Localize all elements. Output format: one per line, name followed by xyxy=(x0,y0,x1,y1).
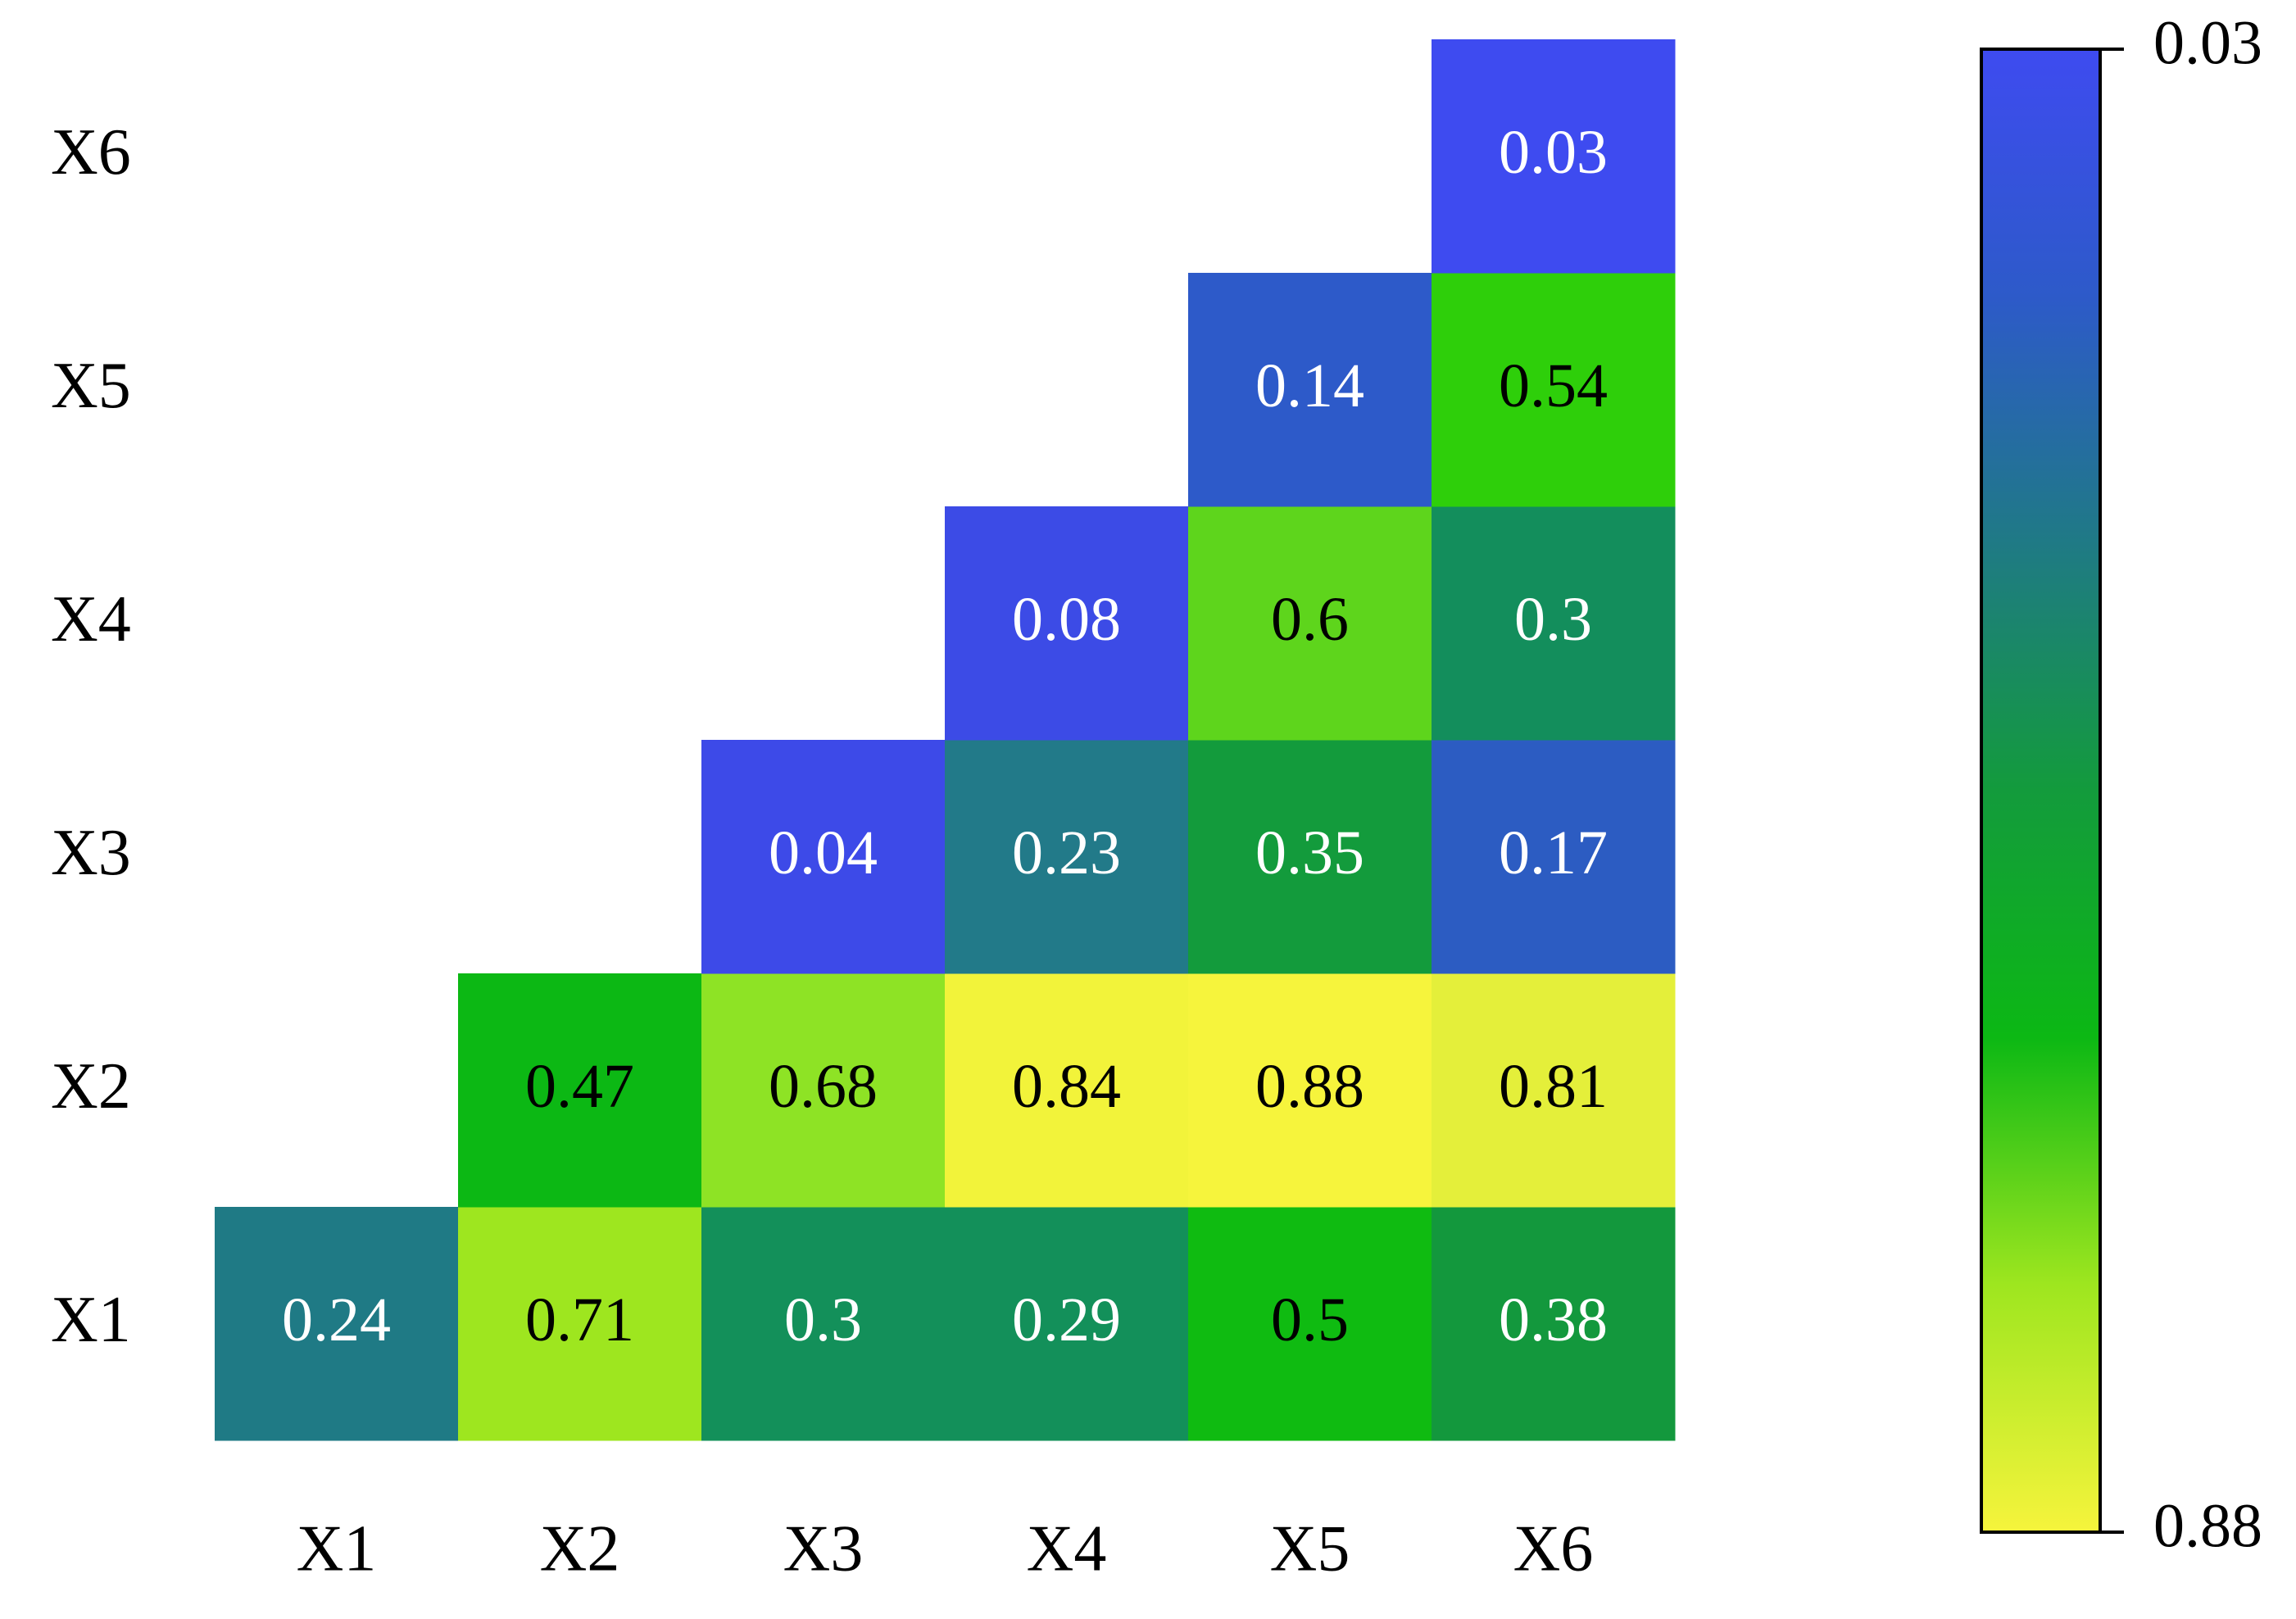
y-tick-label-x3: X3 xyxy=(51,817,131,889)
x-tick-label-x5: X5 xyxy=(1270,1512,1350,1585)
heatmap-cell-x5-x2 xyxy=(1188,973,1432,1208)
y-axis-tick-labels: X1 X2 X3 X4 X5 X6 xyxy=(51,116,131,1356)
y-tick-label-x6: X6 xyxy=(51,116,131,188)
heatmap-cell-label-x6-x2: 0.81 xyxy=(1499,1052,1608,1121)
heatmap-cell-label-x3-x1: 0.3 xyxy=(784,1286,862,1354)
heatmap-cell-label-x5-x2: 0.88 xyxy=(1255,1052,1364,1121)
heatmap-cell-label-x4-x4: 0.08 xyxy=(1012,585,1121,654)
heatmap-cell-label-x2-x1: 0.71 xyxy=(525,1286,634,1354)
colorbar: 0.03 0.88 xyxy=(1980,8,2262,1560)
heatmap-cell-x4-x3 xyxy=(945,740,1189,974)
heatmap-cell-x5-x1 xyxy=(1188,1207,1432,1441)
colorbar-min-label: 0.03 xyxy=(2153,8,2262,77)
heatmap-cell-x3-x1 xyxy=(701,1207,946,1441)
heatmap-cell-label-x6-x3: 0.17 xyxy=(1499,819,1608,887)
y-tick-label-x2: X2 xyxy=(51,1050,131,1122)
heatmap-cell-x2-x2 xyxy=(458,973,702,1208)
heatmap-cell-x6-x2 xyxy=(1432,973,1676,1208)
y-tick-label-x4: X4 xyxy=(51,583,131,655)
heatmap-cell-label-x5-x5: 0.14 xyxy=(1255,351,1364,420)
heatmap-cell-x6-x3 xyxy=(1432,740,1676,974)
colorbar-bar xyxy=(1980,48,2102,1534)
heatmap-cell-x1-x1 xyxy=(215,1207,459,1441)
x-tick-label-x1: X1 xyxy=(297,1512,377,1585)
heatmap-cell-label-x6-x5: 0.54 xyxy=(1499,351,1608,420)
heatmap-cell-x5-x3 xyxy=(1188,740,1432,974)
x-tick-label-x6: X6 xyxy=(1513,1512,1594,1585)
heatmap-cell-label-x5-x3: 0.35 xyxy=(1255,819,1364,887)
heatmap-cell-label-x6-x4: 0.3 xyxy=(1514,585,1592,654)
heatmap-cell-x6-x5 xyxy=(1432,273,1676,507)
heatmap-cell-label-x4-x3: 0.23 xyxy=(1012,819,1121,887)
heatmap-cell-x2-x1 xyxy=(458,1207,702,1441)
y-tick-label-x1: X1 xyxy=(51,1284,131,1356)
heatmap-cell-x6-x1 xyxy=(1432,1207,1676,1441)
x-tick-label-x4: X4 xyxy=(1027,1512,1107,1585)
heatmap-cell-x6-x6 xyxy=(1432,39,1676,274)
heatmap-cell-x4-x1 xyxy=(945,1207,1189,1441)
heatmap-cells: 0.24 0.71 0.3 0.29 0.5 0.38 0.47 0.68 0.84 0.88 0.… xyxy=(215,39,1676,1441)
heatmap-cell-label-x6-x6: 0.03 xyxy=(1499,118,1608,187)
heatmap-cell-x6-x4 xyxy=(1432,506,1676,741)
x-axis-tick-labels: X1 X2 X3 X4 X5 X6 xyxy=(297,1512,1594,1585)
y-tick-label-x5: X5 xyxy=(51,350,131,422)
heatmap-cell-label-x2-x2: 0.47 xyxy=(525,1052,634,1121)
x-tick-label-x2: X2 xyxy=(540,1512,620,1585)
heatmap-cell-x5-x4 xyxy=(1188,506,1432,741)
heatmap-cell-label-x5-x1: 0.5 xyxy=(1271,1286,1349,1354)
heatmap-cell-x4-x4 xyxy=(945,506,1189,741)
heatmap-cell-x4-x2 xyxy=(945,973,1189,1208)
heatmap-cell-label-x1-x1: 0.24 xyxy=(282,1286,391,1354)
heatmap-cell-label-x6-x1: 0.38 xyxy=(1499,1286,1608,1354)
heatmap-cell-label-x3-x3: 0.04 xyxy=(769,819,878,887)
heatmap-cell-x3-x3 xyxy=(701,740,946,974)
heatmap-cell-label-x4-x2: 0.84 xyxy=(1012,1052,1121,1121)
heatmap-cell-x5-x5 xyxy=(1188,273,1432,507)
heatmap-cell-label-x4-x1: 0.29 xyxy=(1012,1286,1121,1354)
heatmap-cell-label-x5-x4: 0.6 xyxy=(1271,585,1349,654)
x-tick-label-x3: X3 xyxy=(783,1512,864,1585)
heatmap-cell-label-x3-x2: 0.68 xyxy=(769,1052,878,1121)
colorbar-max-label: 0.88 xyxy=(2153,1491,2262,1560)
heatmap-cell-x3-x2 xyxy=(701,973,946,1208)
